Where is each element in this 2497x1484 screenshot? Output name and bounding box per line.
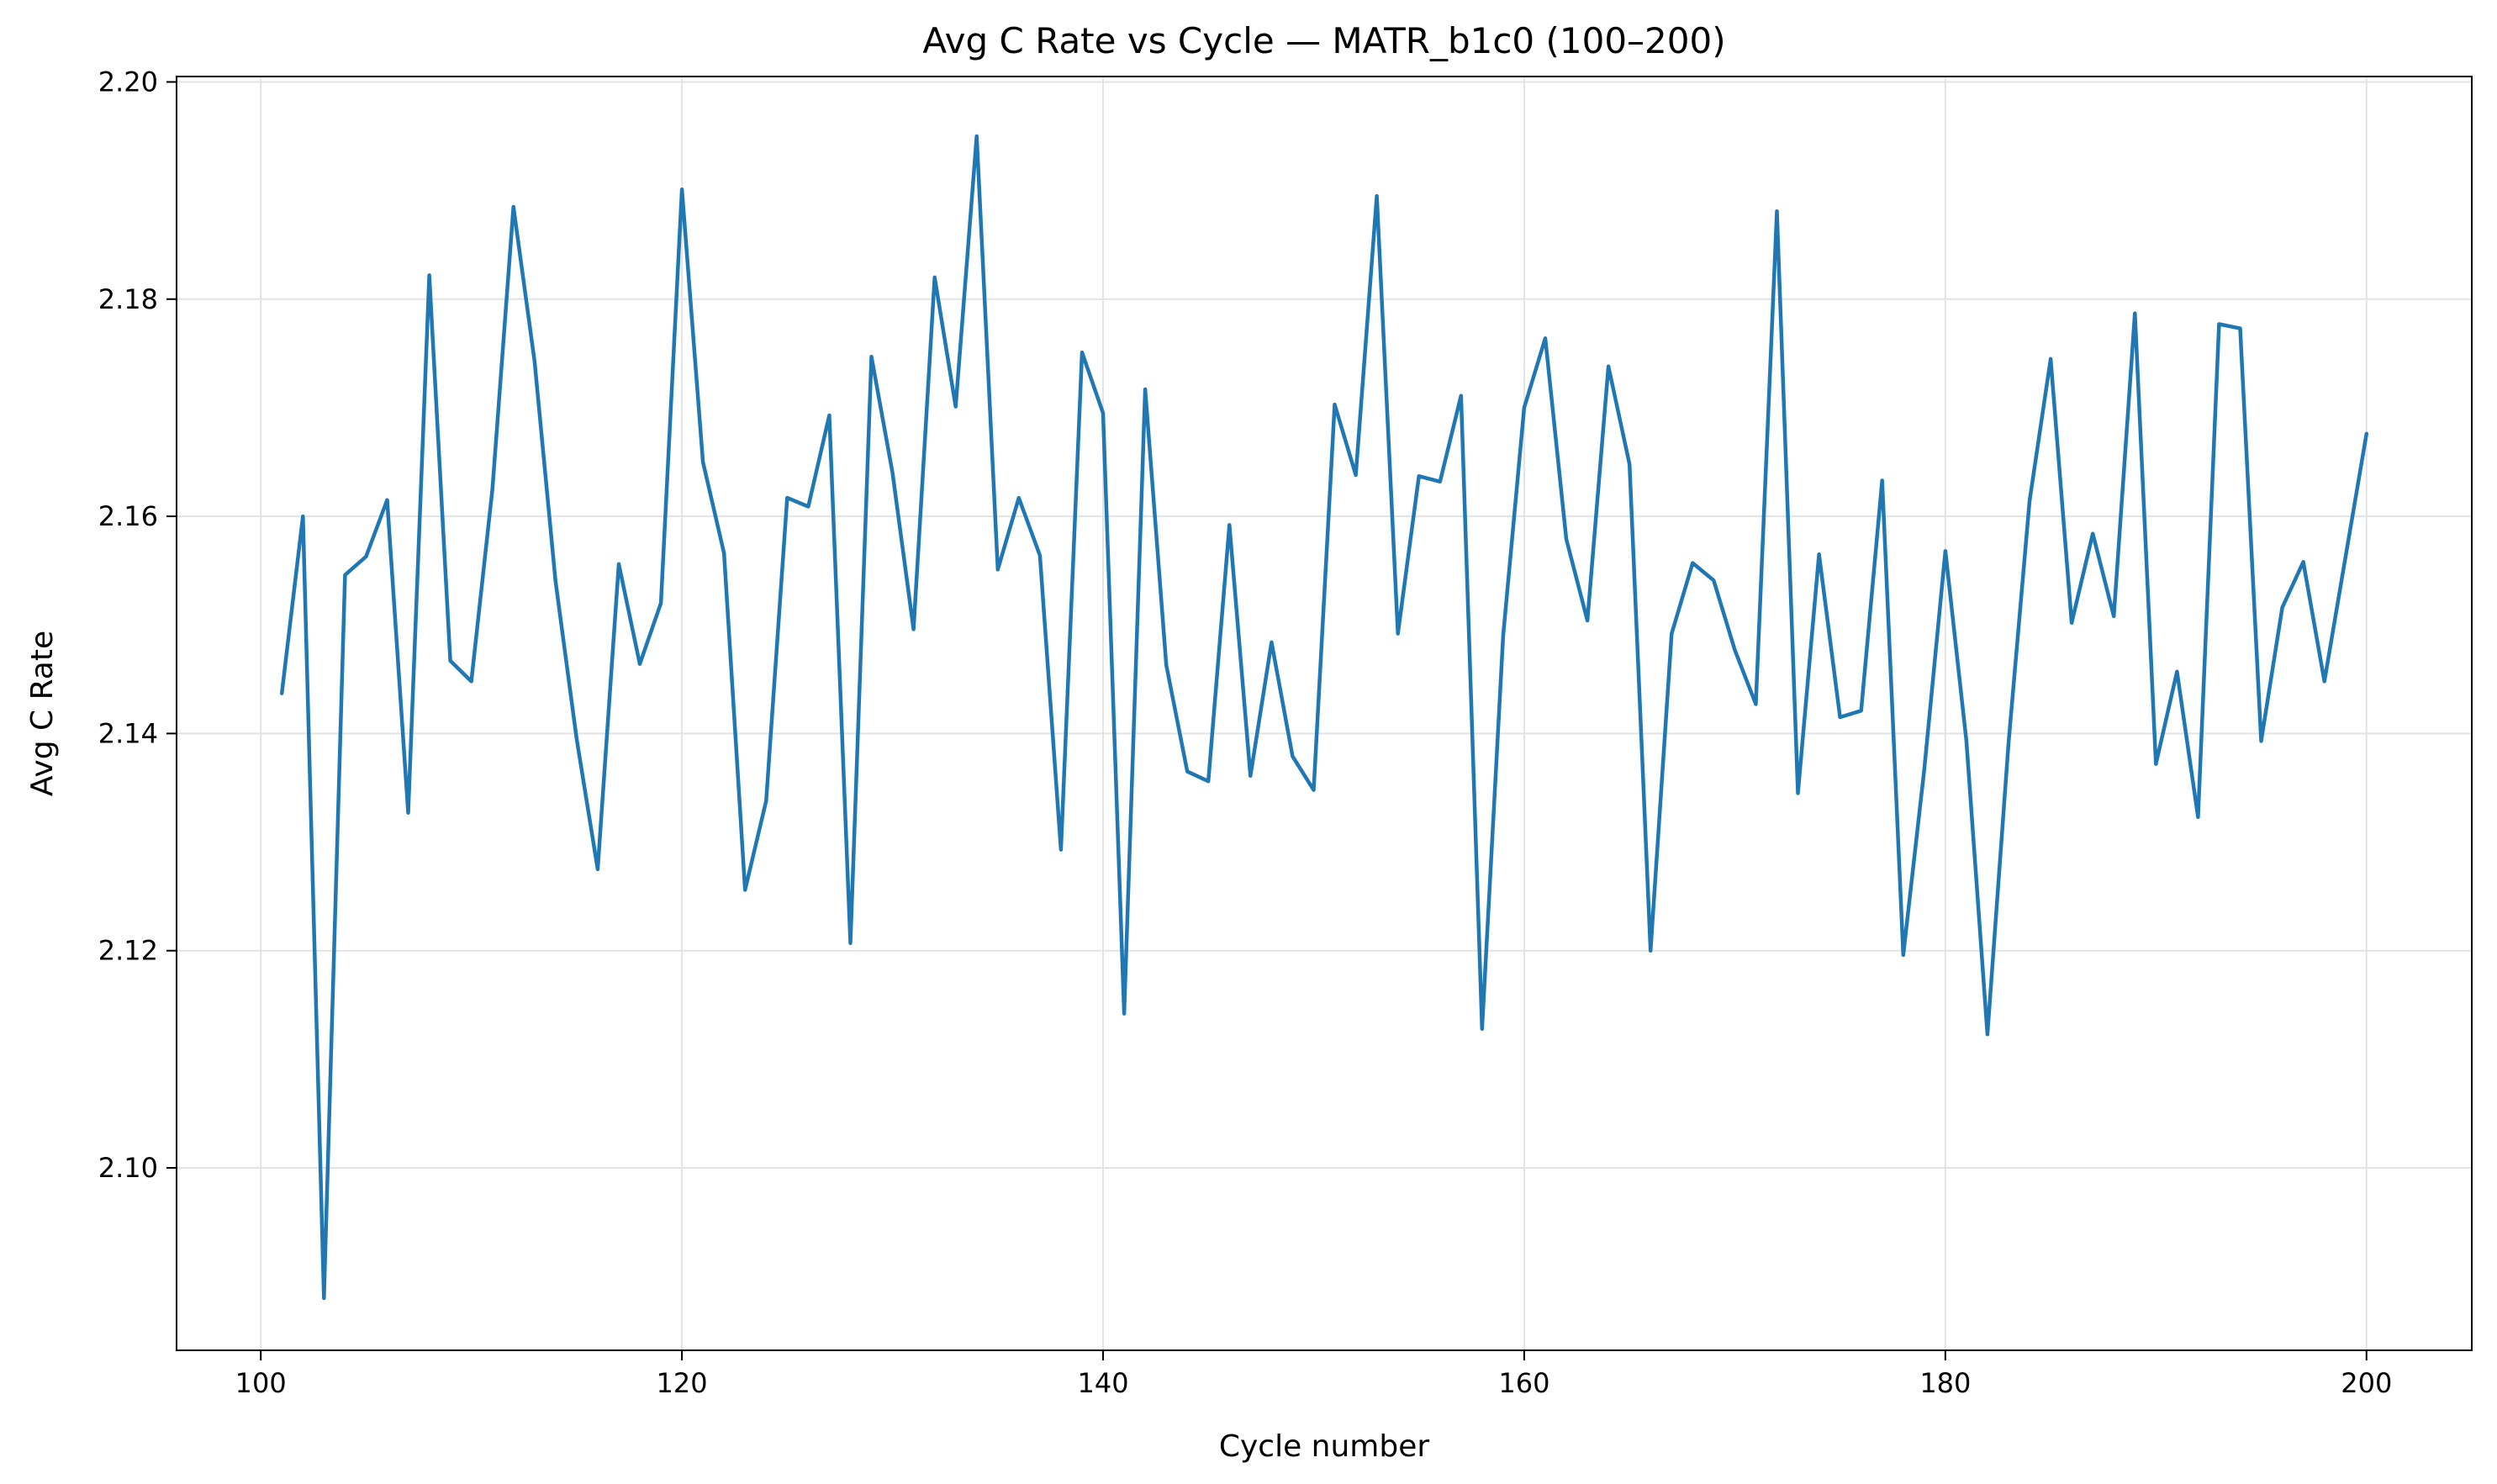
series-line — [279, 134, 2369, 1301]
y-tick-label: 2.20 — [98, 66, 158, 98]
plot-frame — [176, 76, 2473, 1351]
x-tick-label: 120 — [657, 1367, 708, 1399]
x-tick-label: 200 — [2341, 1367, 2392, 1399]
series-layer — [279, 134, 2369, 1301]
y-tick-label: 2.10 — [98, 1152, 158, 1184]
y-tick-label: 2.12 — [98, 935, 158, 967]
y-tick-label: 2.18 — [98, 283, 158, 315]
x-tick-label: 180 — [1919, 1367, 1971, 1399]
x-tick-label: 160 — [1498, 1367, 1549, 1399]
y-tick-label: 2.16 — [98, 500, 158, 532]
chart-title: Avg C Rate vs Cycle — MATR_b1c0 (100–200… — [922, 20, 1725, 61]
y-axis: 2.10 2.12 2.14 2.16 2.18 2.20 — [98, 66, 177, 1184]
x-tick-label: 140 — [1077, 1367, 1128, 1399]
x-axis: 100 120 140 160 180 200 — [235, 1350, 2392, 1399]
y-axis-label: Avg C Rate — [25, 631, 60, 796]
y-tick-label: 2.14 — [98, 717, 158, 749]
grid — [177, 77, 2472, 1350]
x-axis-label: Cycle number — [1219, 1429, 1430, 1464]
x-tick-label: 100 — [235, 1367, 287, 1399]
